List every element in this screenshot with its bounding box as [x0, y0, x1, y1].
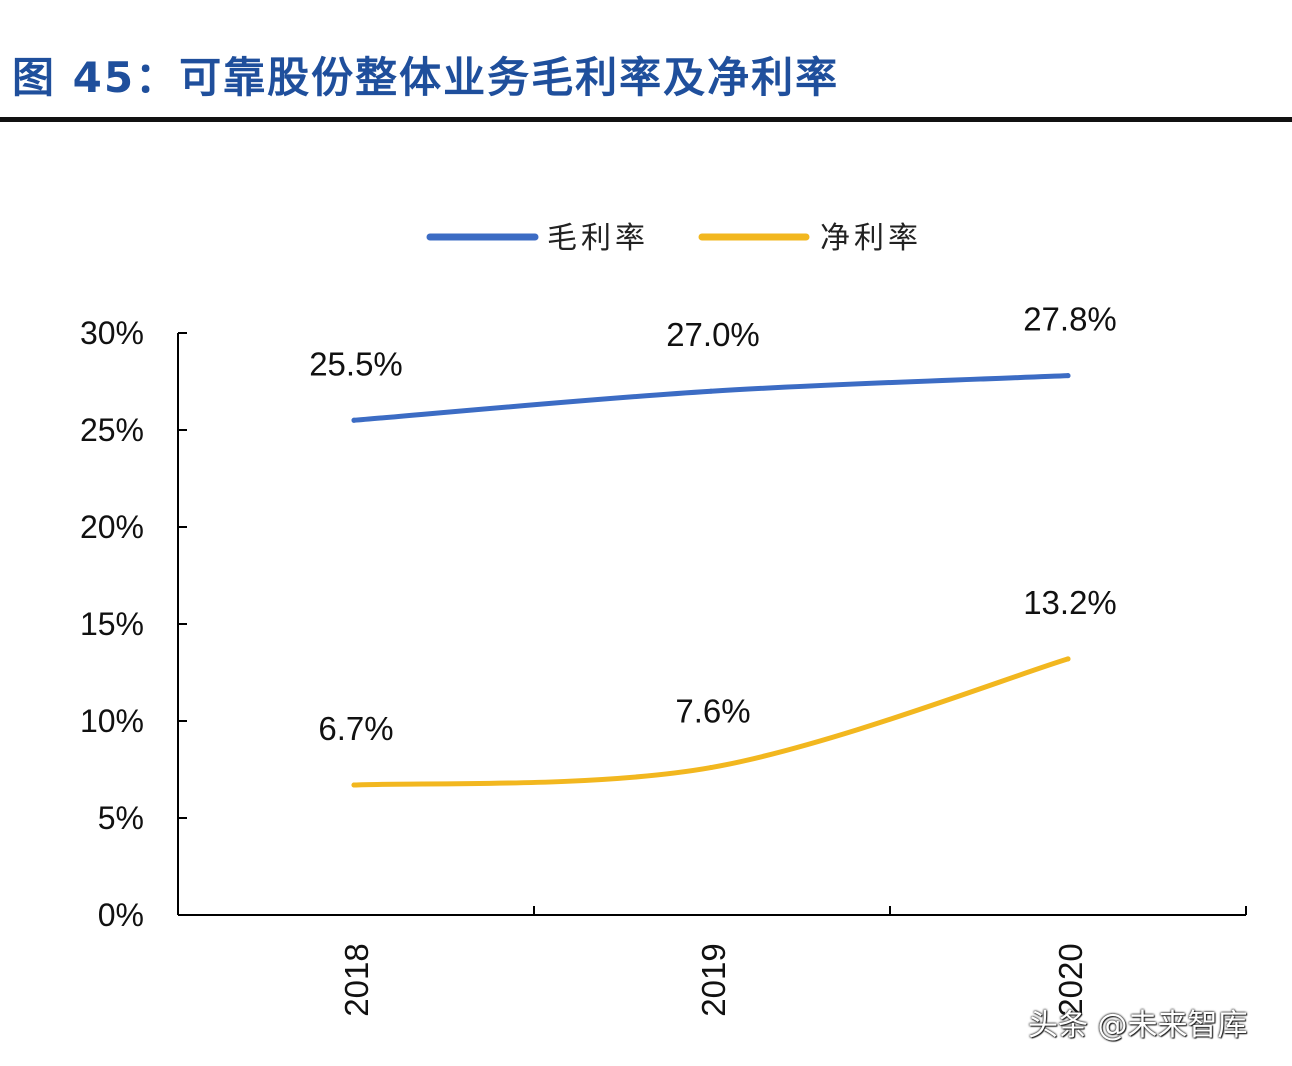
data-point	[351, 782, 357, 788]
series-line-1	[351, 373, 1071, 423]
legend-label: 净利率	[820, 221, 922, 256]
x-tick-label: 2020	[1052, 943, 1089, 1016]
figure-title: 图 45：可靠股份整体业务毛利率及净利率	[12, 53, 840, 102]
watermark: 头条 @未来智库	[1028, 1008, 1248, 1043]
data-label: 27.8%	[1023, 301, 1117, 338]
y-tick-label: 30%	[80, 315, 144, 351]
y-tick-label: 10%	[80, 703, 144, 739]
y-tick-label: 25%	[80, 412, 144, 448]
data-point	[1065, 373, 1071, 379]
data-point	[708, 388, 714, 394]
title-rule	[0, 117, 1292, 122]
y-tick-label: 20%	[80, 509, 144, 545]
x-tick-label: 2019	[695, 943, 732, 1016]
data-point	[351, 417, 357, 423]
data-label: 7.6%	[675, 693, 750, 730]
y-tick-label: 5%	[98, 800, 144, 836]
data-point	[708, 765, 714, 771]
data-label: 27.0%	[666, 316, 760, 353]
data-label: 13.2%	[1023, 584, 1117, 621]
data-label: 25.5%	[309, 345, 403, 382]
y-tick-label: 15%	[80, 606, 144, 642]
data-label: 6.7%	[318, 710, 393, 747]
y-tick-label: 0%	[98, 897, 144, 933]
x-tick-label: 2018	[338, 943, 375, 1016]
data-point	[1065, 656, 1071, 662]
legend-label: 毛利率	[547, 221, 649, 256]
